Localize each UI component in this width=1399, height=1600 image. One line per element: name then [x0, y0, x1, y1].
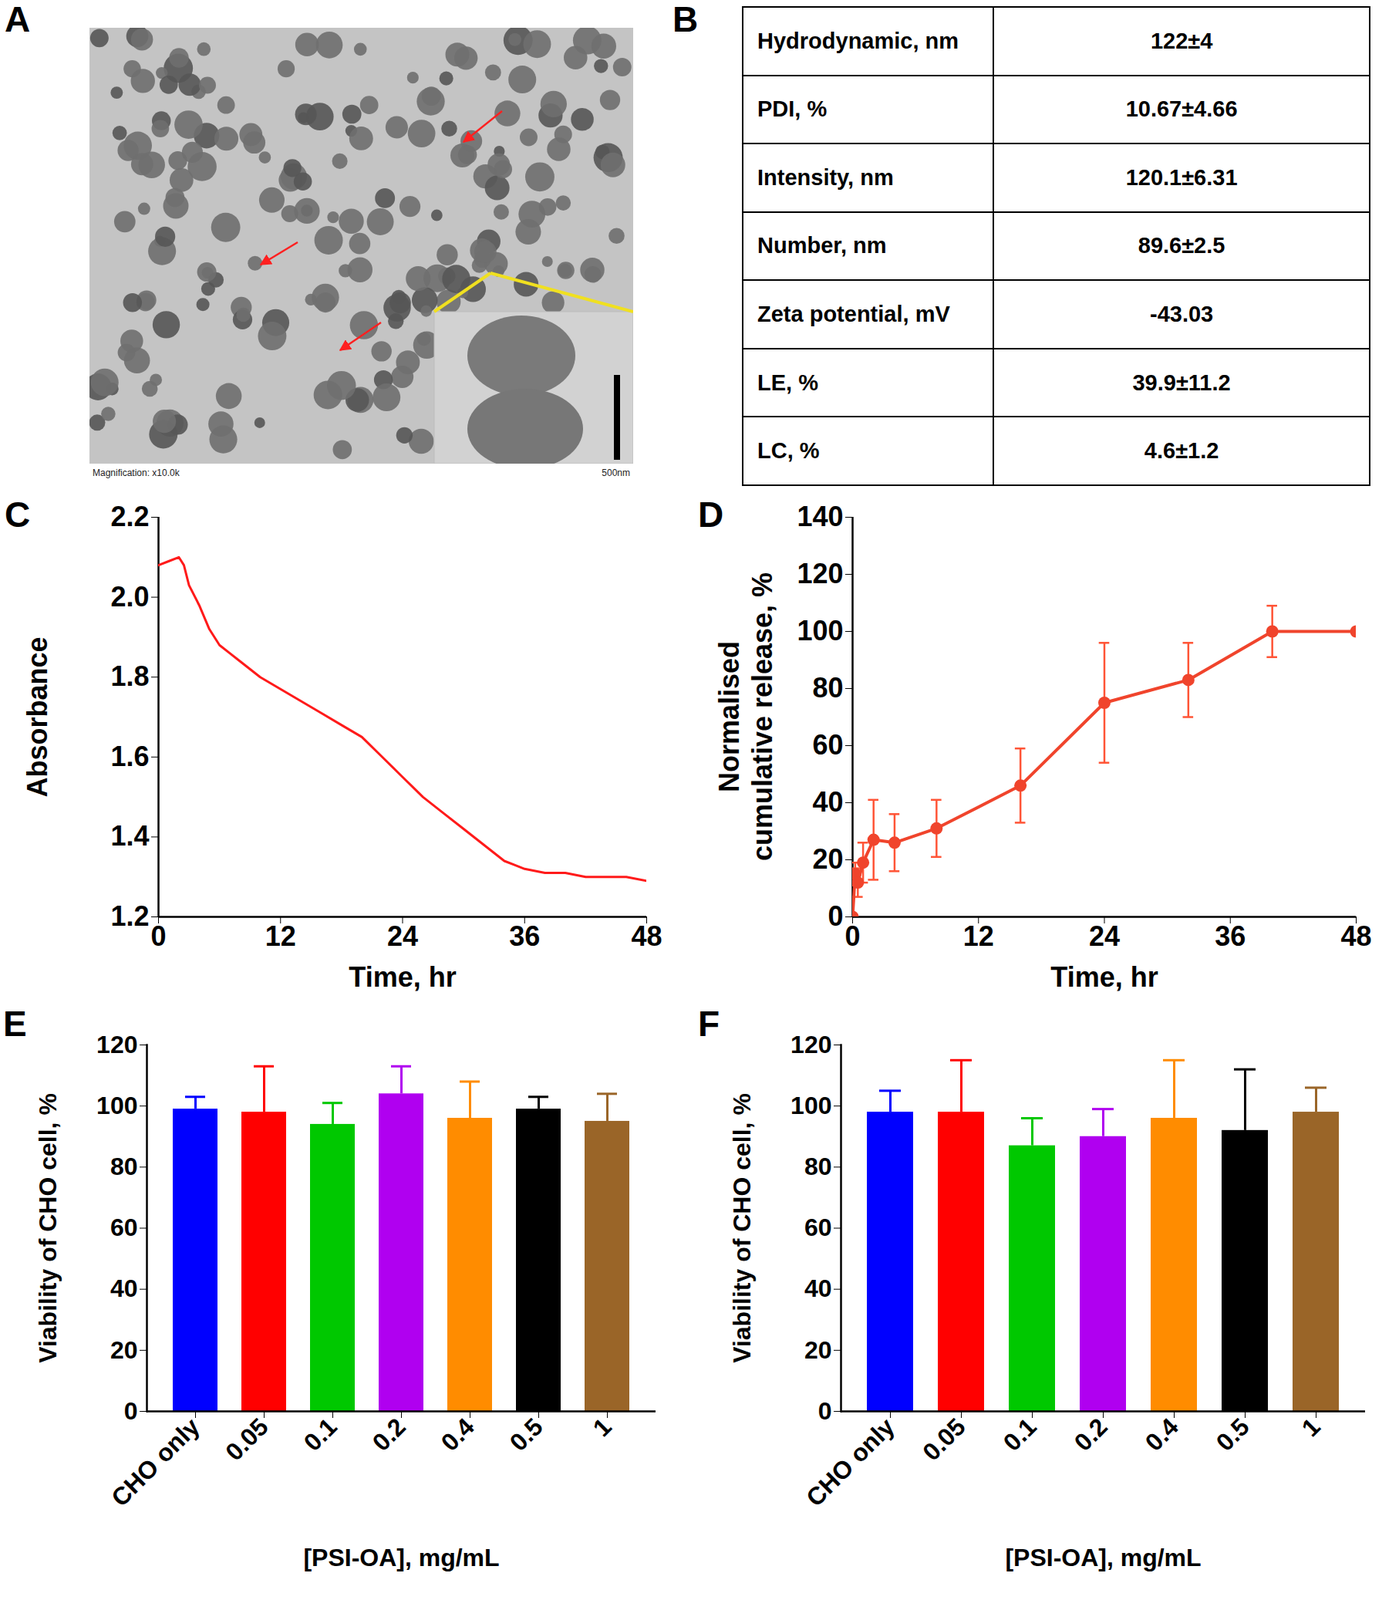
html-text:Number, nm: Number, nm [757, 233, 887, 258]
svg-text:120: 120 [796, 557, 843, 590]
svg-text:Time, hr: Time, hr [1050, 960, 1158, 993]
svg-text:Time, hr: Time, hr [348, 960, 456, 993]
svg-text:CHO only: CHO only [800, 1412, 901, 1512]
svg-text:100: 100 [96, 1091, 138, 1120]
svg-text:0.1: 0.1 [997, 1412, 1042, 1457]
svg-text:48: 48 [630, 920, 662, 952]
html-text:Hydrodynamic, nm: Hydrodynamic, nm [757, 28, 959, 54]
svg-text:24: 24 [387, 920, 419, 952]
svg-text:40: 40 [110, 1274, 139, 1302]
svg-text:0.4: 0.4 [1139, 1412, 1184, 1457]
svg-text:20: 20 [804, 1335, 833, 1364]
html-text:PDI, %: PDI, % [757, 96, 827, 122]
svg-text:Viability of CHO cell, %: Viability of CHO cell, % [33, 1092, 62, 1363]
html-text:39.9±11.2: 39.9±11.2 [1132, 369, 1231, 395]
svg-text:12: 12 [265, 920, 297, 952]
svg-text:0.05: 0.05 [916, 1412, 971, 1466]
svg-text:Viability of CHO cell, %: Viability of CHO cell, % [728, 1092, 756, 1363]
svg-text:0.5: 0.5 [1210, 1412, 1255, 1457]
svg-text:0.4: 0.4 [435, 1412, 480, 1457]
svg-text:1: 1 [1296, 1412, 1326, 1442]
svg-text:60: 60 [812, 728, 843, 761]
html-text:-43.03: -43.03 [1149, 301, 1214, 327]
svg-text:80: 80 [804, 1152, 833, 1180]
svg-text:100: 100 [796, 614, 843, 647]
svg-text:1.4: 1.4 [110, 819, 149, 852]
html-text:LE, %: LE, % [757, 369, 819, 395]
svg-text:Magnification: x10.0k: Magnification: x10.0k [92, 467, 181, 479]
svg-text:1.6: 1.6 [110, 740, 149, 772]
svg-text:2.2: 2.2 [110, 500, 149, 533]
html-text:10.67±4.66: 10.67±4.66 [1125, 96, 1238, 122]
svg-text:0.5: 0.5 [504, 1412, 549, 1457]
svg-text:80: 80 [812, 671, 843, 704]
svg-text:[PSI-OA], mg/mL: [PSI-OA], mg/mL [303, 1543, 499, 1571]
svg-text:0: 0 [150, 920, 166, 952]
svg-text:40: 40 [812, 785, 843, 818]
html-text:C: C [4, 494, 31, 535]
svg-text:100: 100 [790, 1091, 832, 1120]
svg-text:120: 120 [790, 1030, 832, 1059]
svg-text:60: 60 [804, 1213, 833, 1241]
html-text:4.6±1.2: 4.6±1.2 [1144, 438, 1219, 463]
svg-text:0: 0 [124, 1396, 139, 1425]
svg-text:500nm: 500nm [601, 467, 631, 479]
svg-text:Absorbance: Absorbance [21, 636, 54, 797]
svg-text:1: 1 [587, 1412, 617, 1442]
svg-text:0.2: 0.2 [367, 1412, 412, 1457]
html-text:Intensity, nm: Intensity, nm [757, 164, 894, 190]
svg-text:24: 24 [1088, 920, 1120, 952]
svg-text:60: 60 [110, 1213, 139, 1241]
svg-text:1.8: 1.8 [110, 660, 149, 692]
svg-text:12: 12 [963, 920, 995, 952]
svg-text:140: 140 [796, 500, 843, 533]
svg-text:0.05: 0.05 [219, 1412, 274, 1466]
html-text:LC, %: LC, % [757, 438, 820, 463]
html-text:A: A [4, 0, 31, 40]
svg-text:36: 36 [509, 920, 540, 952]
html-text:D: D [697, 494, 724, 535]
svg-text:120: 120 [96, 1030, 138, 1059]
html-text:B: B [672, 0, 699, 40]
svg-text:36: 36 [1214, 920, 1246, 952]
svg-text:0.2: 0.2 [1068, 1412, 1113, 1457]
svg-text:40: 40 [804, 1274, 833, 1302]
svg-text:1.2: 1.2 [110, 900, 149, 932]
html-text:E: E [3, 1003, 27, 1044]
svg-text:CHO only: CHO only [105, 1412, 206, 1512]
svg-text:0: 0 [827, 900, 843, 932]
svg-text:0: 0 [818, 1396, 833, 1425]
svg-text:80: 80 [110, 1152, 139, 1180]
svg-text:20: 20 [110, 1335, 139, 1364]
html-text:120.1±6.31: 120.1±6.31 [1125, 164, 1238, 190]
html-text:F: F [697, 1003, 720, 1044]
html-text:122±4: 122±4 [1150, 28, 1213, 54]
html-text:Zeta potential, mV: Zeta potential, mV [757, 301, 950, 327]
html-text:89.6±2.5: 89.6±2.5 [1138, 233, 1226, 258]
svg-text:20: 20 [812, 842, 843, 875]
svg-text:0: 0 [844, 920, 860, 952]
svg-text:48: 48 [1340, 920, 1372, 952]
svg-text:0.1: 0.1 [298, 1412, 343, 1457]
svg-text:2.0: 2.0 [110, 580, 149, 613]
svg-text:[PSI-OA], mg/mL: [PSI-OA], mg/mL [1004, 1543, 1201, 1571]
svg-text:Normalisedcumulative release,: Normalisedcumulative release, % [713, 572, 779, 861]
